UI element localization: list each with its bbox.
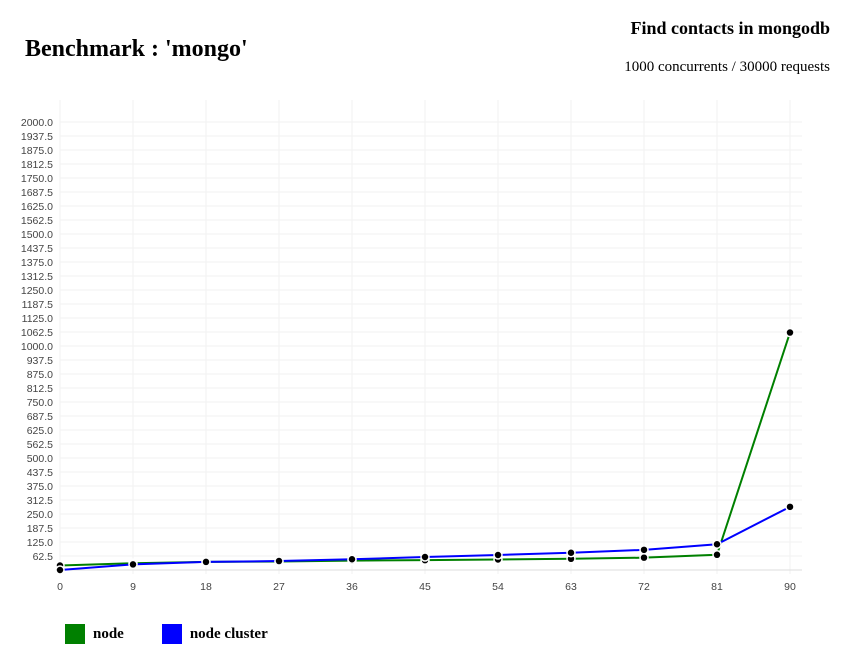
data-point-node-cluster	[566, 548, 576, 558]
y-tick-label: 875.0	[27, 369, 53, 381]
legend-label-node: node	[93, 625, 124, 642]
y-tick-label: 437.5	[27, 467, 53, 479]
y-tick-label: 250.0	[27, 509, 53, 521]
y-tick-label: 1812.5	[21, 159, 53, 171]
y-tick-label: 1000.0	[21, 341, 53, 353]
y-tick-label: 1250.0	[21, 285, 53, 297]
x-tick-label: 9	[130, 581, 136, 593]
data-point-node-cluster	[201, 557, 211, 567]
x-tick-label: 18	[200, 581, 212, 593]
y-tick-label: 1312.5	[21, 271, 53, 283]
x-tick-label: 63	[565, 581, 577, 593]
y-tick-label: 562.5	[27, 439, 53, 451]
data-point-node-cluster	[493, 550, 503, 560]
chart-detail: 1000 concurrents / 30000 requests	[624, 59, 830, 75]
y-tick-label: 1750.0	[21, 173, 53, 185]
axes: 62.5 125.0 187.5 250.0 312.5 375.0 437.5 500.0 5…	[21, 117, 802, 593]
data-point-node-cluster	[347, 554, 357, 564]
y-tick-label: 312.5	[27, 495, 53, 507]
y-tick-label: 1062.5	[21, 327, 53, 339]
x-tick-label: 0	[57, 581, 63, 593]
y-tick-label: 125.0	[27, 537, 53, 549]
y-tick-label: 1562.5	[21, 215, 53, 227]
data-point-node-cluster	[128, 559, 138, 570]
data-point-node	[712, 550, 722, 560]
x-tick-label: 54	[492, 581, 504, 593]
data-point-node	[785, 327, 795, 338]
data-point-node-cluster	[274, 556, 284, 566]
y-tick-label: 1375.0	[21, 257, 53, 269]
x-tick-label: 72	[638, 581, 650, 593]
x-tick-label: 90	[784, 581, 796, 593]
data-point-node-cluster	[55, 565, 65, 575]
legend-item-node-cluster: node cluster	[161, 624, 268, 644]
y-tick-label: 937.5	[27, 355, 53, 367]
y-tick-label: 1625.0	[21, 201, 53, 213]
y-tick-label: 1687.5	[21, 187, 53, 199]
legend-swatch-node-cluster	[161, 624, 182, 644]
x-tick-label: 27	[273, 581, 285, 593]
chart-title: Benchmark : 'mongo'	[25, 36, 248, 62]
y-tick-label: 1125.0	[22, 313, 53, 325]
y-tick-label: 1500.0	[21, 229, 53, 241]
y-tick-label: 1437.5	[21, 243, 53, 255]
data-point-node-cluster	[420, 552, 430, 562]
y-tick-label: 812.5	[27, 383, 53, 395]
grid	[59, 100, 802, 574]
y-tick-label: 1937.5	[21, 131, 53, 143]
y-tick-label: 62.5	[33, 551, 54, 563]
legend-item-node: node	[65, 624, 124, 644]
y-tick-label: 687.5	[27, 411, 53, 423]
y-tick-label: 187.5	[27, 523, 53, 535]
legend-label-node-cluster: node cluster	[189, 625, 268, 642]
x-tick-label: 36	[346, 581, 358, 593]
data-points	[55, 327, 795, 575]
y-tick-label: 1187.5	[22, 299, 53, 311]
y-tick-label: 1875.0	[21, 145, 53, 157]
y-tick-label: 2000.0	[21, 117, 53, 129]
data-point-node-cluster	[712, 539, 722, 549]
y-tick-label: 750.0	[27, 397, 53, 409]
y-tick-label: 625.0	[27, 425, 53, 437]
chart-subtitle: Find contacts in mongodb	[630, 18, 830, 38]
data-point-node-cluster	[639, 545, 649, 555]
x-tick-label: 45	[419, 581, 431, 593]
y-tick-label: 375.0	[27, 481, 53, 493]
legend: node node cluster	[65, 624, 268, 644]
legend-swatch-node	[65, 624, 85, 644]
data-point-node-cluster	[785, 502, 795, 512]
data-point-node	[639, 552, 649, 563]
x-tick-label: 81	[711, 581, 723, 593]
y-tick-label: 500.0	[27, 453, 53, 465]
